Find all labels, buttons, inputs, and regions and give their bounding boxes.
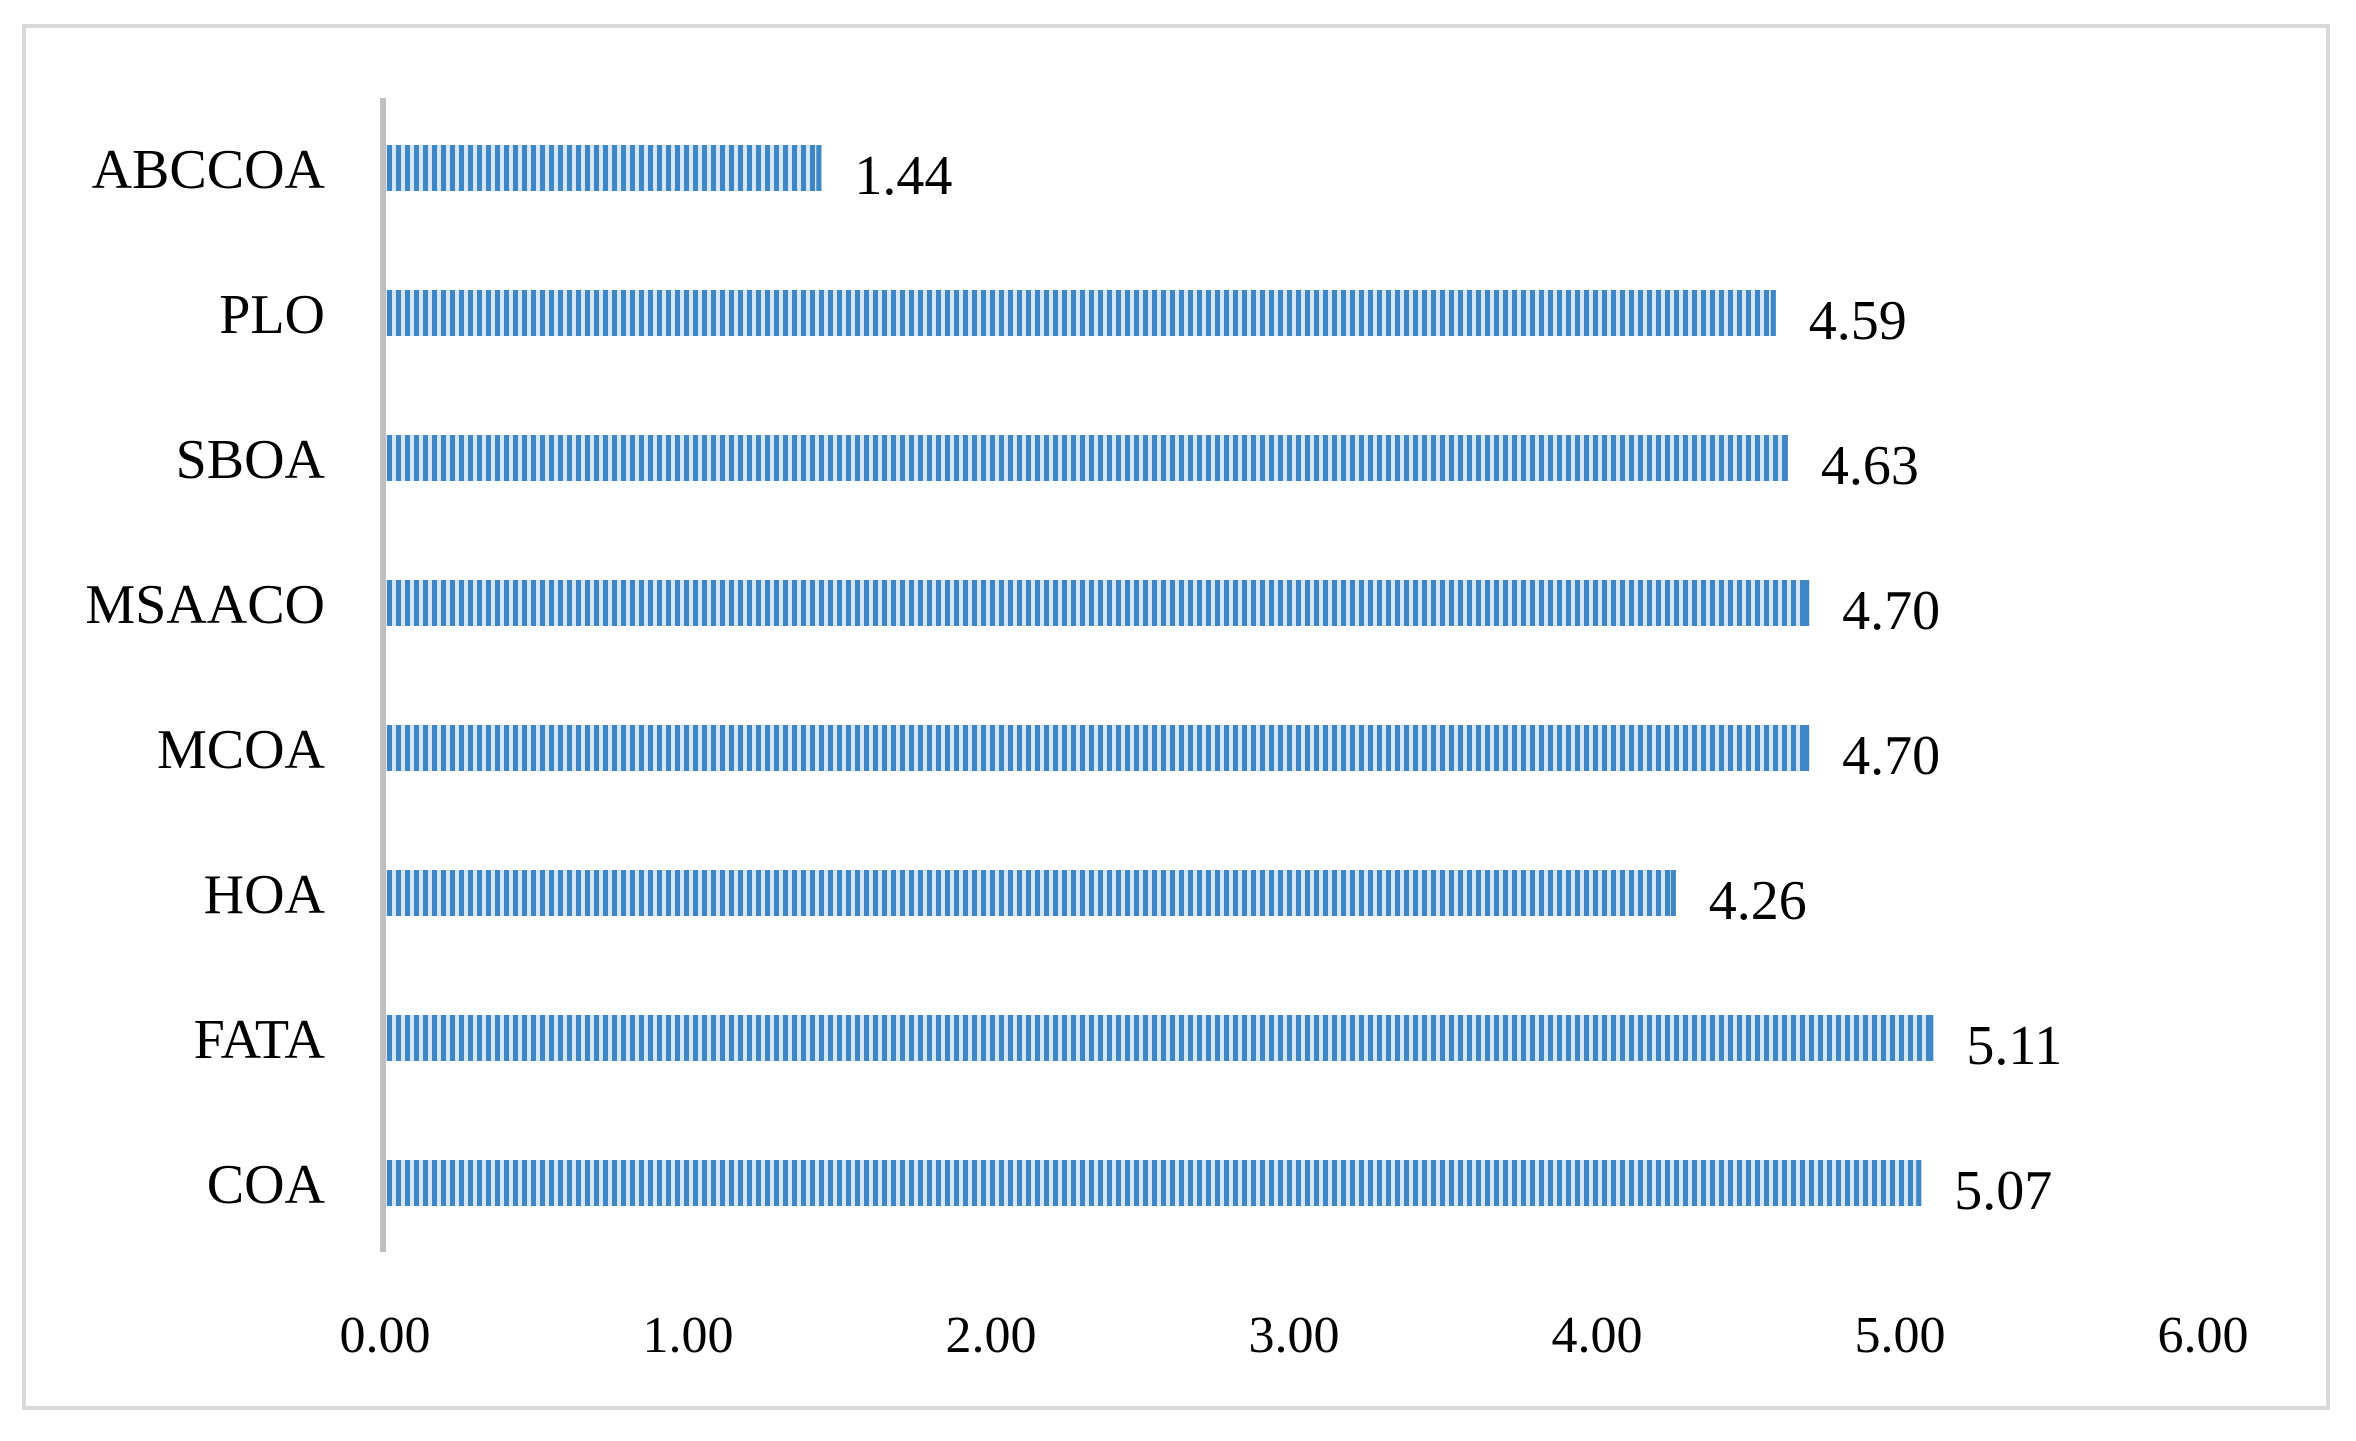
category-label-msaaco: MSAACO — [85, 574, 325, 636]
x-tick-labels: 0.00 1.00 2.00 3.00 4.00 5.00 6.00 — [340, 1307, 2249, 1364]
value-label-abccoa: 1.44 — [854, 145, 952, 207]
value-label-hoa: 4.26 — [1709, 870, 1807, 932]
value-label-sboa: 4.63 — [1821, 435, 1919, 497]
bar-msaaco — [385, 580, 1810, 626]
bar-end-mcoa — [1804, 725, 1810, 771]
bar-end-fata — [1928, 1015, 1934, 1061]
value-label-msaaco: 4.70 — [1842, 580, 1940, 642]
value-label-coa: 5.07 — [1954, 1160, 2052, 1222]
category-label-mcoa: MCOA — [157, 719, 326, 781]
bar-end-msaaco — [1804, 580, 1810, 626]
category-label-fata: FATA — [194, 1009, 326, 1071]
category-label-plo: PLO — [219, 284, 325, 346]
x-tick-label: 0.00 — [340, 1307, 431, 1364]
bar-end-hoa — [1670, 870, 1676, 916]
bar-coa — [385, 1160, 1922, 1206]
x-tick-label: 2.00 — [946, 1307, 1037, 1364]
category-label-coa: COA — [207, 1154, 326, 1216]
bar-fata — [385, 1015, 1934, 1061]
x-tick-label: 6.00 — [2158, 1307, 2249, 1364]
category-labels: ABCCOA PLO SBOA MSAACO MCOA HOA FATA COA — [85, 139, 325, 1216]
bars-layer — [385, 145, 1934, 1206]
value-label-fata: 5.11 — [1966, 1015, 2062, 1077]
bar-end-coa — [1916, 1160, 1922, 1206]
x-tick-label: 3.00 — [1249, 1307, 1340, 1364]
bar-end-sboa — [1782, 435, 1788, 481]
bar-mcoa — [385, 725, 1810, 771]
bar-end-plo — [1770, 290, 1776, 336]
bar-hoa — [385, 870, 1676, 916]
category-label-sboa: SBOA — [176, 429, 326, 491]
category-label-hoa: HOA — [204, 864, 326, 926]
x-tick-label: 5.00 — [1855, 1307, 1946, 1364]
category-label-abccoa: ABCCOA — [92, 139, 326, 201]
value-label-mcoa: 4.70 — [1842, 725, 1940, 787]
bar-end-abccoa — [816, 145, 822, 191]
x-tick-label: 1.00 — [643, 1307, 734, 1364]
bar-plo — [385, 290, 1776, 336]
value-label-plo: 4.59 — [1809, 290, 1907, 352]
bar-sboa — [385, 435, 1788, 481]
x-tick-label: 4.00 — [1552, 1307, 1643, 1364]
bar-abccoa — [385, 145, 822, 191]
value-labels: 1.44 4.59 4.63 4.70 4.70 4.26 5.11 5.07 — [854, 145, 2062, 1222]
